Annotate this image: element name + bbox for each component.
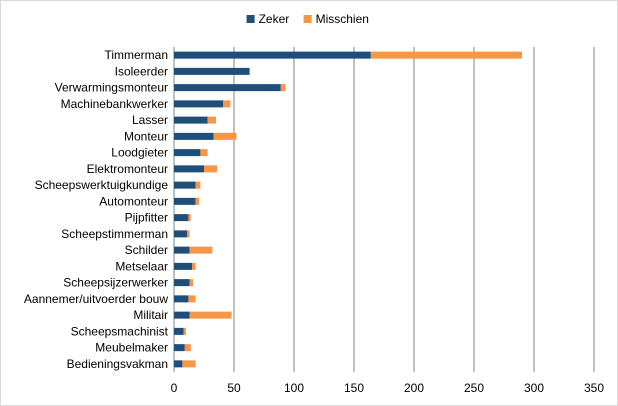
category-label: Elektromonteur xyxy=(87,162,168,176)
bar-zeker-19 xyxy=(174,360,183,368)
bar-misschien-16 xyxy=(189,311,232,319)
bar-zeker-6 xyxy=(174,149,201,157)
bar-misschien-15 xyxy=(188,295,196,303)
bar-misschien-5 xyxy=(213,132,237,140)
bar-misschien-11 xyxy=(187,230,190,238)
category-label: Verwarmingsmonteur xyxy=(55,81,168,95)
bar-zeker-1 xyxy=(174,67,250,75)
bar-zeker-16 xyxy=(174,311,190,319)
bar-misschien-2 xyxy=(280,84,286,92)
x-tick-label: 350 xyxy=(584,381,604,395)
bar-misschien-10 xyxy=(188,214,191,222)
x-tick-label: 250 xyxy=(464,381,484,395)
x-tick-label: 100 xyxy=(284,381,304,395)
category-label: Lasser xyxy=(132,113,168,127)
bar-zeker-13 xyxy=(174,262,192,270)
bar-misschien-9 xyxy=(195,197,200,205)
category-label: Pijpfitter xyxy=(125,211,168,225)
legend-label-zeker: Zeker xyxy=(259,12,290,26)
category-label: Timmerman xyxy=(104,48,168,62)
category-label: Metselaar xyxy=(115,259,168,273)
legend-swatch-misschien xyxy=(303,15,312,23)
bar-misschien-3 xyxy=(223,100,231,108)
gridlines xyxy=(173,47,595,372)
bar-misschien-12 xyxy=(189,246,213,254)
category-label: Aannemer/uitvoerder bouw xyxy=(24,292,168,306)
category-label: Loodgieter xyxy=(111,146,168,160)
x-tick-label: 200 xyxy=(404,381,424,395)
bar-misschien-6 xyxy=(200,149,208,157)
category-label: Automonteur xyxy=(99,194,168,208)
bar-zeker-8 xyxy=(174,181,196,189)
legend: Zeker Misschien xyxy=(246,12,369,26)
bar-zeker-7 xyxy=(174,165,204,173)
category-label: Isoleerder xyxy=(115,64,168,78)
category-label: Meubelmaker xyxy=(95,341,168,355)
category-labels: Timmerman Isoleerder Verwarmingsmonteur Mac… xyxy=(24,48,169,371)
category-label: Schilder xyxy=(125,243,168,257)
bar-zeker-9 xyxy=(174,197,196,205)
bar-misschien-8 xyxy=(195,181,201,189)
category-label: Scheepsijzerwerker xyxy=(63,276,168,290)
category-label: Scheepstimmerman xyxy=(61,227,168,241)
bar-misschien-17 xyxy=(183,327,186,335)
bars-group xyxy=(174,51,522,368)
x-tick-labels: 0 50 100 150 200 250 300 350 xyxy=(171,381,605,395)
bar-misschien-0 xyxy=(370,51,522,59)
bar-zeker-15 xyxy=(174,295,189,303)
bar-zeker-12 xyxy=(174,246,190,254)
category-label: Monteur xyxy=(124,129,168,143)
category-label: Scheepsmachinist xyxy=(71,324,169,338)
bar-zeker-4 xyxy=(174,116,208,124)
bar-zeker-11 xyxy=(174,230,188,238)
category-label: Militair xyxy=(133,308,168,322)
bar-zeker-3 xyxy=(174,100,224,108)
x-tick-label: 50 xyxy=(227,381,241,395)
bar-zeker-14 xyxy=(174,279,190,287)
bar-misschien-13 xyxy=(192,262,196,270)
bar-misschien-14 xyxy=(189,279,194,287)
x-tick-label: 150 xyxy=(344,381,364,395)
bar-misschien-7 xyxy=(204,165,218,173)
x-tick-label: 300 xyxy=(524,381,544,395)
bar-zeker-5 xyxy=(174,132,214,140)
bar-zeker-0 xyxy=(174,51,371,59)
category-label: Bedieningsvakman xyxy=(67,357,168,371)
x-tick-label: 0 xyxy=(171,381,178,395)
bar-misschien-19 xyxy=(182,360,196,368)
bar-misschien-4 xyxy=(207,116,216,124)
bar-zeker-2 xyxy=(174,84,281,92)
bar-zeker-10 xyxy=(174,214,189,222)
legend-swatch-zeker xyxy=(246,15,255,23)
category-label: Scheepswerktuigkundige xyxy=(35,178,169,192)
category-label: Machinebankwerker xyxy=(61,97,168,111)
legend-label-misschien: Misschien xyxy=(316,12,369,26)
bar-zeker-18 xyxy=(174,344,185,352)
bar-zeker-17 xyxy=(174,327,184,335)
bar-misschien-18 xyxy=(184,344,191,352)
